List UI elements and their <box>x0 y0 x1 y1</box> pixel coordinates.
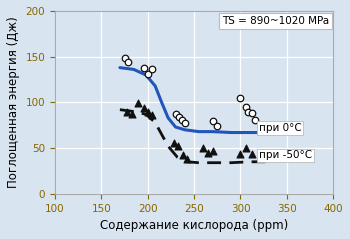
Point <box>125 60 131 64</box>
Point <box>243 105 249 109</box>
Point <box>171 141 176 145</box>
Point <box>253 118 258 122</box>
Point <box>238 152 243 155</box>
Point <box>205 151 211 155</box>
Point <box>249 111 254 115</box>
Point <box>238 96 243 100</box>
Point <box>245 110 251 114</box>
Point <box>125 110 130 114</box>
Text: при -50°С: при -50°С <box>259 150 312 160</box>
X-axis label: Содержание кислорода (ppm): Содержание кислорода (ppm) <box>100 219 288 232</box>
Point <box>149 68 155 71</box>
Point <box>179 118 185 122</box>
Text: TS = 890~1020 MPa: TS = 890~1020 MPa <box>222 16 329 26</box>
Point <box>145 72 150 76</box>
Point <box>122 57 127 60</box>
Point <box>215 124 220 128</box>
Point <box>210 119 216 123</box>
Text: при 0°С: при 0°С <box>259 123 302 133</box>
Point <box>145 110 150 114</box>
Point <box>210 149 216 153</box>
Point <box>129 112 135 116</box>
Point <box>201 146 206 150</box>
Point <box>249 152 254 155</box>
Point <box>149 113 155 117</box>
Point <box>243 146 249 150</box>
Point <box>173 112 178 116</box>
Point <box>176 144 181 148</box>
Point <box>176 115 182 119</box>
Point <box>136 101 141 105</box>
Y-axis label: Поглощенная энергия (Дж): Поглощенная энергия (Дж) <box>7 16 20 188</box>
Point <box>180 153 186 157</box>
Point <box>141 106 147 110</box>
Point <box>184 157 189 161</box>
Point <box>141 66 147 70</box>
Point <box>182 121 188 125</box>
